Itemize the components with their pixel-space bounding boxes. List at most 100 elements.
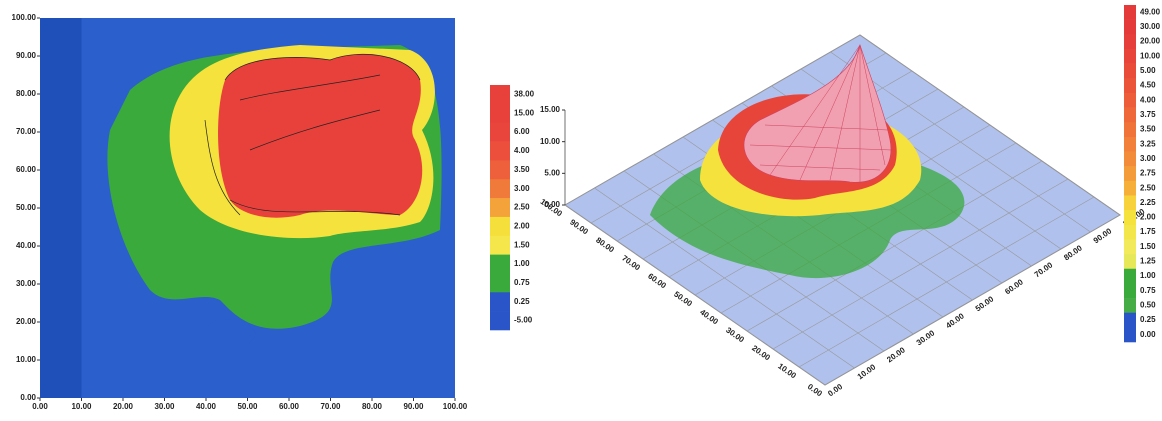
colorbar-band [1124, 239, 1136, 255]
colorbar-band [490, 216, 510, 237]
y-tick-label: 70.00 [16, 127, 37, 136]
colorbar-band [1124, 92, 1136, 108]
colorbar-label: 20.00 [1140, 37, 1161, 46]
grid-line [772, 178, 1069, 350]
colorbar-band [1124, 5, 1136, 20]
colorbar-label: 0.25 [1140, 315, 1156, 324]
colorbar-band [490, 254, 510, 274]
colorbar-band [490, 122, 510, 142]
grid-line [746, 160, 1043, 332]
colorbar-band [1124, 19, 1136, 35]
colorbar-band [1124, 107, 1136, 123]
colorbar-band [1124, 48, 1136, 64]
colorbar-label: 2.00 [514, 221, 530, 230]
colorbar-label: 3.50 [1140, 125, 1156, 134]
colorbar-band [1124, 122, 1136, 138]
x-tick-label: 30.00 [154, 402, 175, 411]
colorbar-band [490, 292, 510, 312]
colorbar-band [1124, 63, 1136, 79]
y-tick-label: 100.00 [12, 13, 37, 22]
colorbar-label: 1.00 [1140, 271, 1156, 280]
colorbar-band [490, 160, 510, 180]
left-colorbar: 38.00 15.00 6.00 4.00 3.50 3.00 2.50 2.00 1.50 1.… [490, 85, 535, 331]
y-tick-label: 90.00 [16, 51, 37, 60]
surface-plot [564, 34, 1121, 386]
colorbar-label: 1.25 [1140, 257, 1156, 266]
colorbar-label: 3.25 [1140, 139, 1156, 148]
contour-plot [40, 18, 455, 398]
y-tick-label: 40.00 [16, 241, 37, 250]
colorbar-label: 2.50 [1140, 183, 1156, 192]
colorbar-label: 1.00 [514, 259, 530, 268]
y-tick-label: 0.00 [806, 382, 824, 399]
x-tick-label: 20.00 [113, 402, 134, 411]
colorbar-label: 30.00 [1140, 22, 1161, 31]
colorbar-label: 5.00 [1140, 66, 1156, 75]
colorbar-label: 0.00 [1140, 330, 1156, 339]
colorbar-label: 1.50 [514, 240, 530, 249]
colorbar-band [1124, 34, 1136, 50]
colorbar-label: 15.00 [514, 108, 535, 117]
colorbar-band [1124, 210, 1136, 226]
colorbar-label: 0.75 [514, 278, 530, 287]
z-tick-label: 0.00 [544, 200, 560, 209]
colorbar-label: 2.50 [514, 203, 530, 212]
region-red [218, 54, 423, 218]
x-tick-label: 70.00 [320, 402, 341, 411]
y-tick-label: 20.00 [16, 317, 37, 326]
colorbar-label: 3.50 [514, 165, 530, 174]
x-tick-label: 60.00 [279, 402, 300, 411]
colorbar-label: 2.75 [1140, 169, 1156, 178]
colorbar-band [1124, 180, 1136, 196]
y-tick-label: 10.00 [16, 355, 37, 364]
colorbar-label: -5.00 [514, 316, 533, 325]
colorbar-label: 4.00 [514, 146, 530, 155]
grid-line [798, 196, 1095, 368]
x-tick-label: 50.00 [237, 402, 258, 411]
colorbar-label: 2.00 [1140, 213, 1156, 222]
colorbar-label: 0.50 [1140, 300, 1156, 309]
colorbar-band [1124, 166, 1136, 182]
colorbar-band [1124, 268, 1136, 284]
edge-band [40, 18, 82, 398]
colorbar-band [1124, 298, 1136, 313]
y-tick-label: 0.00 [20, 393, 36, 402]
colorbar-band [1124, 195, 1136, 211]
colorbar-label: 0.75 [1140, 286, 1156, 295]
x-tick-label: 80.00 [362, 402, 383, 411]
colorbar-label: 1.75 [1140, 227, 1156, 236]
contour-lines [204, 54, 421, 216]
colorbar-label: 49.00 [1140, 7, 1161, 16]
x-tick-label: 10.00 [71, 402, 92, 411]
colorbar-label: 2.25 [1140, 198, 1156, 207]
colorbar-band [490, 311, 510, 331]
x-tick-label: 0.00 [32, 402, 48, 411]
y-tick-label: 60.00 [16, 165, 37, 174]
x-tick-label: 100.00 [443, 402, 468, 411]
colorbar-band [490, 85, 510, 105]
y-tick-label: 80.00 [16, 89, 37, 98]
colorbar-band [490, 103, 510, 123]
region-blue-hole [205, 319, 256, 348]
surface-peak [743, 43, 892, 183]
colorbar-label: 6.00 [514, 127, 530, 136]
z-tick-label: 10.00 [540, 137, 561, 146]
z-tick-label: 5.00 [544, 168, 560, 177]
y-tick-label: 50.00 [16, 203, 37, 212]
x-tick-label: 90.00 [403, 402, 424, 411]
colorbar-label: 0.25 [514, 297, 530, 306]
colorbar-band [490, 179, 510, 199]
colorbar-label: 4.00 [1140, 95, 1156, 104]
x-tick-label: 40.00 [196, 402, 217, 411]
colorbar-band [490, 198, 510, 218]
grid-line [564, 34, 861, 206]
colorbar-band [1124, 312, 1136, 328]
colorbar-label: 3.75 [1140, 110, 1156, 119]
colorbar-band [490, 141, 510, 161]
colorbar-band [490, 235, 510, 255]
colorbar-label: 10.00 [1140, 51, 1161, 60]
colorbar-band [1124, 254, 1136, 270]
y-tick-label: 30.00 [16, 279, 37, 288]
